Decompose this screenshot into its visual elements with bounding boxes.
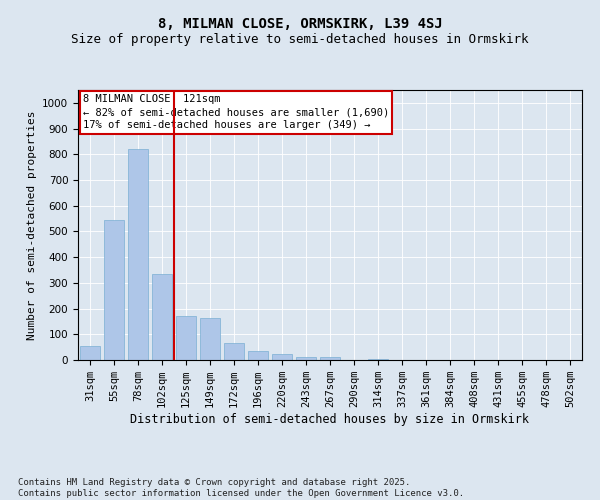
Y-axis label: Number of semi-detached properties: Number of semi-detached properties — [26, 110, 37, 340]
Bar — [272, 354, 292, 360]
Bar — [320, 358, 340, 360]
Text: 8 MILMAN CLOSE: 121sqm
← 82% of semi-detached houses are smaller (1,690)
17% of : 8 MILMAN CLOSE: 121sqm ← 82% of semi-det… — [83, 94, 389, 130]
Text: 8, MILMAN CLOSE, ORMSKIRK, L39 4SJ: 8, MILMAN CLOSE, ORMSKIRK, L39 4SJ — [158, 18, 442, 32]
Bar — [128, 149, 148, 360]
Text: Contains HM Land Registry data © Crown copyright and database right 2025.
Contai: Contains HM Land Registry data © Crown c… — [18, 478, 464, 498]
Bar — [104, 220, 124, 360]
Bar — [224, 344, 244, 360]
Bar — [296, 358, 316, 360]
Bar — [248, 351, 268, 360]
Bar — [176, 316, 196, 360]
Bar — [152, 274, 172, 360]
X-axis label: Distribution of semi-detached houses by size in Ormskirk: Distribution of semi-detached houses by … — [131, 413, 530, 426]
Bar — [368, 358, 388, 360]
Bar — [80, 346, 100, 360]
Text: Size of property relative to semi-detached houses in Ormskirk: Size of property relative to semi-detach… — [71, 32, 529, 46]
Bar — [200, 318, 220, 360]
